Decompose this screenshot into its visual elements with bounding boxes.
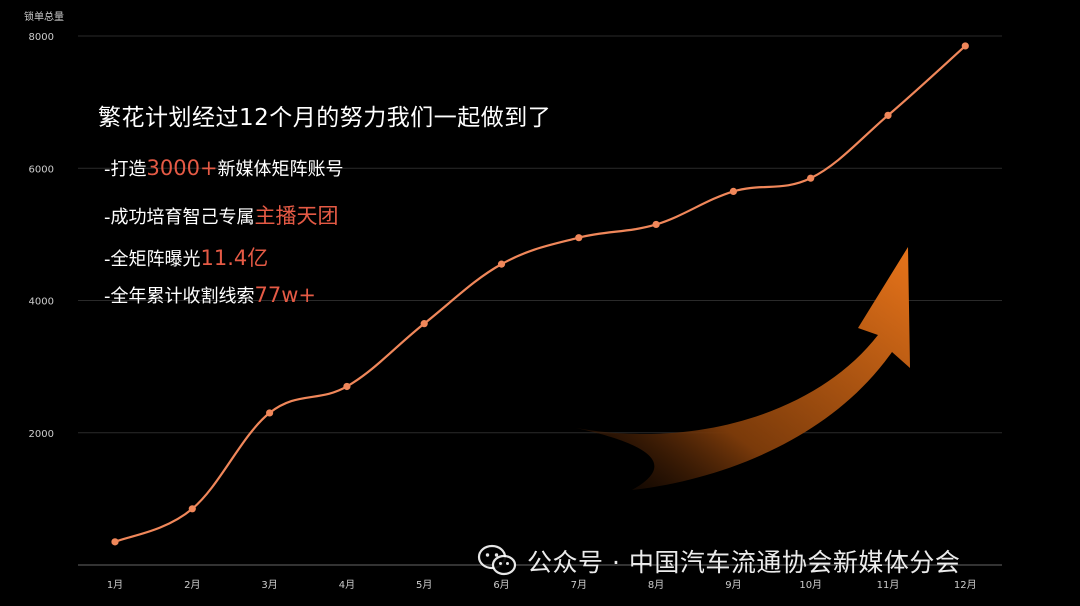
x-tick-label: 8月 <box>648 579 664 591</box>
series-line-group <box>114 45 967 543</box>
x-tick-label: 10月 <box>799 579 822 591</box>
data-point <box>343 382 351 391</box>
x-tick-label: 1月 <box>107 579 123 591</box>
data-point <box>575 234 583 242</box>
grid-lines <box>78 35 1002 434</box>
trend-arrow-decoration <box>576 247 910 490</box>
data-point <box>729 187 738 195</box>
y-tick-label: 6000 <box>29 164 54 175</box>
data-point <box>807 174 815 182</box>
series-line <box>114 45 967 543</box>
x-tick-label: 9月 <box>725 579 741 591</box>
data-point <box>111 538 119 546</box>
data-points-group <box>111 42 969 546</box>
x-tick-label: 3月 <box>261 579 277 591</box>
data-point <box>188 505 196 513</box>
data-point <box>497 260 506 268</box>
x-tick-label: 6月 <box>493 579 509 591</box>
x-tick-label: 2月 <box>184 579 200 591</box>
data-point <box>266 409 274 417</box>
x-tick-label: 4月 <box>339 579 355 591</box>
data-point <box>420 320 428 328</box>
y-tick-label: 8000 <box>29 32 54 43</box>
y-tick-label: 4000 <box>29 297 54 308</box>
y-axis-label: 锁单总量 <box>24 10 64 23</box>
x-tick-label: 7月 <box>571 579 587 591</box>
axes: 2000 4000 6000 8000 1月 2月 3月 4月 5月 6月 7月 8月 9月 10月 11月… <box>29 32 1002 591</box>
data-point <box>961 42 969 50</box>
x-tick-label: 5月 <box>416 579 432 591</box>
data-point <box>652 220 660 229</box>
data-point <box>884 111 892 119</box>
x-tick-label: 11月 <box>877 579 900 591</box>
x-tick-label: 12月 <box>954 579 977 591</box>
y-tick-label: 2000 <box>29 429 54 440</box>
